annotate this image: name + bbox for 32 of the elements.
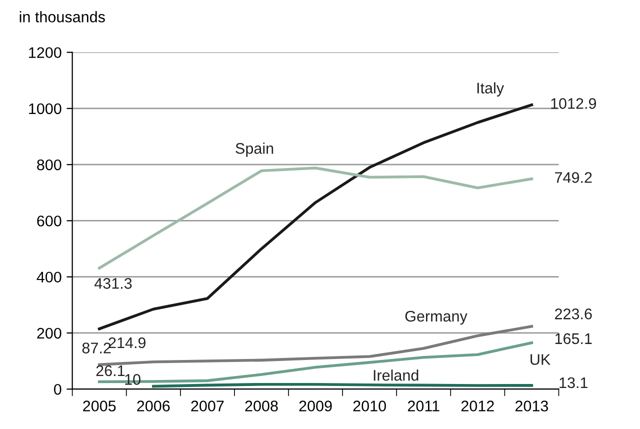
x-tick-label: 2010 (353, 400, 386, 412)
data-label: 431.3 (94, 278, 132, 289)
data-label: 165.1 (555, 333, 592, 344)
data-label: 26.1 (96, 365, 125, 376)
x-tick-label: 2008 (245, 400, 278, 412)
data-label: 13.1 (560, 377, 588, 388)
x-tick-label: 2009 (299, 400, 332, 412)
y-axis-title: in thousands (20, 11, 105, 22)
y-tick-label: 0 (54, 384, 62, 395)
series-label: Germany (405, 310, 468, 325)
y-tick-label: 400 (36, 272, 62, 283)
y-tick-label: 1000 (29, 103, 62, 114)
data-label: 223.6 (555, 308, 592, 320)
y-tick-label: 200 (37, 328, 62, 339)
series-label: UK (530, 354, 550, 365)
y-tick-label: 800 (37, 159, 62, 170)
x-tick-label: 2005 (83, 400, 116, 412)
y-tick-label: 600 (37, 216, 62, 226)
x-tick-label: 2006 (137, 400, 170, 412)
line-series (98, 166, 534, 270)
x-tick-label: 2007 (191, 400, 224, 412)
data-label: 1012.9 (551, 98, 596, 109)
series-label: Italy (477, 82, 504, 97)
x-tick-label: 2013 (515, 400, 548, 412)
data-label: 749.2 (555, 172, 592, 183)
series-label: Ireland (374, 370, 418, 381)
series-label: Spain (236, 142, 274, 157)
x-tick-label: 2012 (461, 400, 494, 412)
data-label: 214.9 (108, 337, 146, 348)
data-label: 87.2 (82, 342, 111, 354)
y-tick-label: 1200 (29, 47, 62, 58)
x-tick-label: 2011 (408, 400, 440, 412)
